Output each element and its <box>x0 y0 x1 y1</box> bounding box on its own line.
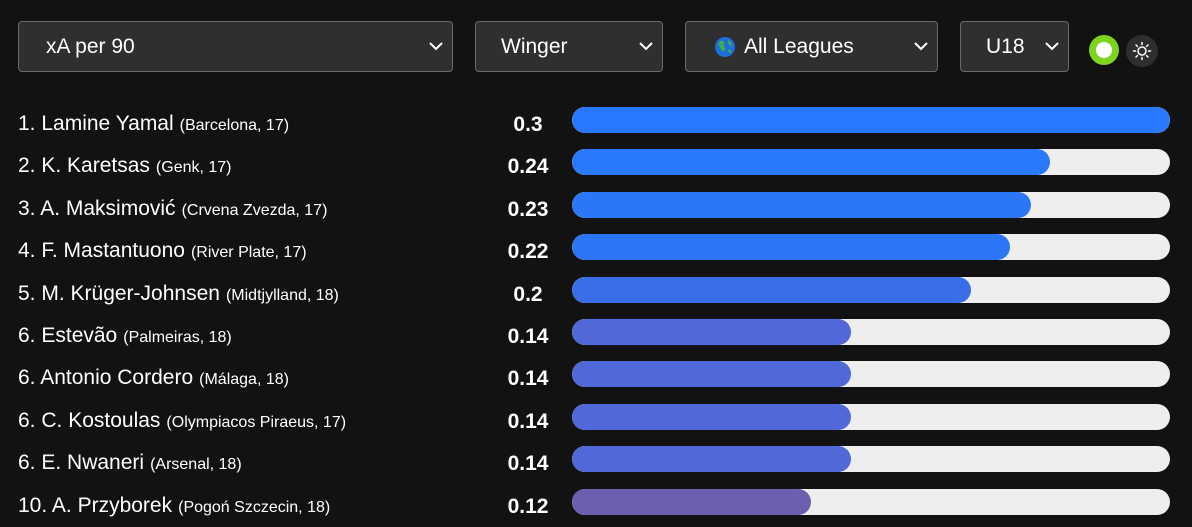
value-bar-fill <box>572 276 971 303</box>
league-select-value: All Leagues <box>744 34 854 58</box>
metric-value: 0.22 <box>507 240 549 264</box>
list-item: 5. M. Krüger-Johnsen (Midtjylland, 18) 0.2 <box>0 273 1192 315</box>
chevron-down-icon <box>638 39 654 55</box>
player-name: 6. Estevão (Palmeiras, 18) <box>18 324 232 348</box>
chevron-down-icon <box>1044 39 1060 55</box>
player-club-age: (Málaga, 18) <box>199 371 289 389</box>
value-bar-track <box>572 191 1170 218</box>
player-club-age: (Genk, 17) <box>155 159 232 177</box>
player-rank: 2. <box>18 154 36 178</box>
player-rank: 1. <box>18 112 36 135</box>
list-item: 1. Lamine Yamal (Barcelona, 17) 0.3 <box>0 103 1192 145</box>
player-rank: 6. <box>18 324 36 347</box>
player-name: 10. A. Przyborek (Pogoń Szczecin, 18) <box>18 494 330 518</box>
metric-select-value: xA per 90 <box>46 34 135 58</box>
value-bar-track <box>572 403 1170 430</box>
list-item: 6. Antonio Cordero (Málaga, 18) 0.14 <box>0 357 1192 399</box>
value-bar-fill <box>572 446 852 473</box>
metric-value: 0.14 <box>507 409 549 433</box>
player-name: 3. A. Maksimović (Crvena Zvezda, 17) <box>18 197 327 221</box>
player-club-age: (Olympiacos Piraeus, 17) <box>166 413 347 431</box>
player-label: A. Maksimović <box>40 196 176 220</box>
metric-value: 0.24 <box>507 155 549 179</box>
player-name: 6. Antonio Cordero (Málaga, 18) <box>18 366 289 390</box>
chevron-down-icon <box>913 39 929 55</box>
player-name: 4. F. Mastantuono (River Plate, 17) <box>18 239 307 263</box>
list-item: 10. A. Przyborek (Pogoń Szczecin, 18) 0.12 <box>0 485 1192 527</box>
player-label: M. Krüger-Johnsen <box>41 281 220 305</box>
status-toggle-icon[interactable] <box>1089 35 1119 65</box>
player-club-age: (Pogoń Szczecin, 18) <box>178 498 331 516</box>
globe-icon <box>714 36 736 58</box>
list-item: 4. F. Mastantuono (River Plate, 17) 0.22 <box>0 230 1192 272</box>
player-club-age: (Midtjylland, 18) <box>225 286 339 304</box>
player-rank: 6. <box>18 451 36 475</box>
player-club-age: (Arsenal, 18) <box>150 456 242 474</box>
player-label: K. Karetsas <box>41 154 150 178</box>
player-rank: 3. <box>18 196 36 220</box>
value-bar-track <box>572 149 1170 176</box>
value-bar-track <box>572 488 1170 515</box>
metric-value: 0.14 <box>507 325 549 348</box>
filter-toolbar: xA per 90 Winger All Leagues U1 <box>18 21 1178 74</box>
player-rank: 5. <box>18 281 36 305</box>
player-rank: 4. <box>18 239 36 263</box>
player-name: 5. M. Krüger-Johnsen (Midtjylland, 18) <box>18 282 339 306</box>
metric-value: 0.12 <box>507 494 549 518</box>
player-club-age: (River Plate, 17) <box>190 244 307 262</box>
position-select-value: Winger <box>501 34 568 58</box>
value-bar-fill <box>572 403 852 430</box>
player-label: F. Mastantuono <box>41 239 185 263</box>
value-bar-fill <box>572 488 812 515</box>
player-rank: 6. <box>18 366 36 390</box>
player-club-age: (Palmeiras, 18) <box>123 329 232 346</box>
player-label: E. Nwaneri <box>41 451 145 475</box>
metric-value: 0.14 <box>507 452 549 476</box>
list-item: 2. K. Karetsas (Genk, 17) 0.24 <box>0 145 1192 187</box>
position-select[interactable]: Winger <box>475 21 663 72</box>
player-label: A. Przyborek <box>51 493 173 517</box>
value-bar-track <box>572 276 1170 303</box>
metric-value: 0.23 <box>507 197 549 221</box>
league-select[interactable]: All Leagues <box>685 21 938 72</box>
value-bar-track <box>572 446 1170 473</box>
value-bar-fill <box>572 149 1051 176</box>
metric-select[interactable]: xA per 90 <box>18 21 453 72</box>
player-club-age: (Barcelona, 17) <box>179 117 290 134</box>
value-bar-fill <box>572 319 852 345</box>
player-name: 6. E. Nwaneri (Arsenal, 18) <box>18 451 242 475</box>
sun-icon[interactable] <box>1126 35 1158 67</box>
age-select[interactable]: U18 <box>960 21 1069 72</box>
value-bar-fill <box>572 191 1031 218</box>
list-item: 6. C. Kostoulas (Olympiacos Piraeus, 17) 0… <box>0 400 1192 442</box>
metric-value: 0.2 <box>513 282 543 306</box>
value-bar-track <box>572 319 1170 345</box>
value-bar-fill <box>572 107 1170 133</box>
list-item: 3. A. Maksimović (Crvena Zvezda, 17) 0.23 <box>0 188 1192 230</box>
value-bar-track <box>572 107 1170 133</box>
player-club-age: (Crvena Zvezda, 17) <box>181 201 328 219</box>
player-name: 6. C. Kostoulas (Olympiacos Piraeus, 17) <box>18 409 346 433</box>
value-bar-track <box>572 234 1170 261</box>
player-label: Antonio Cordero <box>40 366 194 390</box>
chevron-down-icon <box>428 39 444 55</box>
list-item: 6. E. Nwaneri (Arsenal, 18) 0.14 <box>0 442 1192 484</box>
player-label: C. Kostoulas <box>41 408 161 432</box>
player-rank: 10. <box>18 493 48 517</box>
player-name: 2. K. Karetsas (Genk, 17) <box>18 154 232 178</box>
player-rank: 6. <box>18 408 36 432</box>
player-name: 1. Lamine Yamal (Barcelona, 17) <box>18 112 289 136</box>
value-bar-fill <box>572 361 852 388</box>
list-item: 6. Estevão (Palmeiras, 18) 0.14 <box>0 315 1192 357</box>
value-bar-track <box>572 361 1170 388</box>
player-label: Estevão <box>41 324 118 347</box>
age-select-value: U18 <box>986 34 1025 58</box>
metric-value: 0.14 <box>507 367 549 391</box>
player-label: Lamine Yamal <box>41 112 174 135</box>
metric-value: 0.3 <box>513 113 543 136</box>
value-bar-fill <box>572 234 1011 261</box>
